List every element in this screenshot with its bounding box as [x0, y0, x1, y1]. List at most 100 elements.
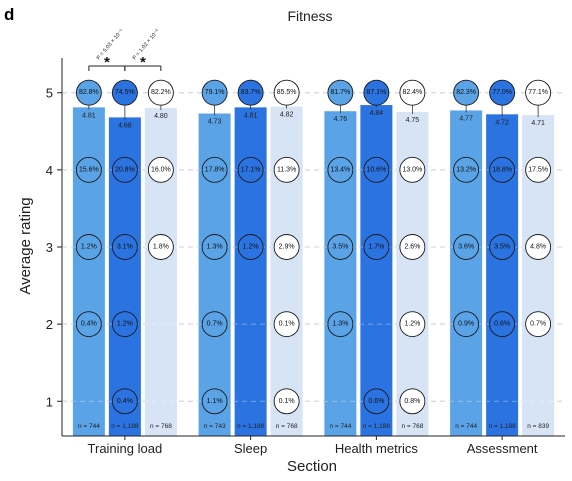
rating-circle: [489, 234, 516, 260]
mean-label: 4.76: [334, 116, 348, 123]
rating-pct-label: 82.3%: [456, 89, 476, 96]
mean-label: 4.72: [495, 119, 509, 126]
rating-pct-label: 3.1%: [117, 244, 133, 251]
rating-pct-label: 0.8%: [404, 398, 420, 405]
rating-circle: [327, 156, 354, 183]
mean-label: 4.81: [82, 112, 96, 119]
rating-circle: [111, 79, 138, 106]
rating-circle: [327, 311, 354, 338]
n-label: n = 768: [276, 423, 298, 430]
rating-circle: [75, 79, 102, 106]
rating-circle: [273, 311, 300, 338]
rating-circle: [75, 234, 102, 260]
rating-pct-label: 0.7%: [530, 321, 546, 328]
rating-pct-label: 1.1%: [207, 398, 223, 405]
rating-pct-label: 1.2%: [404, 321, 420, 328]
rating-circle: [453, 156, 480, 183]
mean-label: 4.81: [244, 112, 258, 119]
rating-circle: [525, 156, 552, 183]
rating-circle: [111, 234, 138, 260]
rating-pct-label: 0.4%: [81, 321, 97, 328]
rating-circle: [111, 388, 138, 415]
rating-circle: [489, 311, 516, 338]
rating-circle: [363, 156, 390, 183]
rating-pct-label: 1.8%: [153, 244, 169, 251]
rating-circle: [273, 156, 300, 183]
rating-circle: [111, 311, 138, 338]
rating-circle: [273, 388, 300, 415]
rating-pct-label: 18.8%: [492, 166, 512, 173]
rating-pct-label: 20.8%: [115, 166, 135, 173]
n-label: n = 1,188: [237, 423, 265, 430]
y-tick-label: 4: [46, 163, 53, 178]
rating-pct-label: 0.1%: [279, 398, 295, 405]
n-label: n = 744: [78, 423, 100, 430]
rating-circle: [147, 79, 174, 106]
rating-pct-label: 1.3%: [332, 321, 348, 328]
rating-circle: [147, 156, 174, 183]
y-tick-label: 3: [46, 240, 53, 255]
rating-circle: [453, 79, 480, 106]
rating-circle: [453, 311, 480, 338]
rating-pct-label: 4.8%: [530, 244, 546, 251]
y-tick-label: 2: [46, 317, 53, 332]
rating-circle: [201, 156, 228, 183]
rating-circle: [399, 234, 426, 260]
rating-circle: [237, 234, 264, 260]
mean-label: 4.80: [154, 113, 168, 120]
rating-circle: [363, 234, 390, 260]
p-value-label: P = 1.02 × 10⁻²: [132, 28, 161, 61]
rating-pct-label: 3.5%: [332, 244, 348, 251]
plot-area: 1 2 3 4 5 4.81 0.4% 1.2% 15.6% 82.8% n = 744 4.68 0.…: [46, 28, 565, 456]
rating-circle: [363, 388, 390, 415]
bar: [72, 107, 105, 436]
n-label: n = 744: [329, 423, 351, 430]
rating-pct-label: 1.3%: [207, 244, 223, 251]
rating-circle: [111, 156, 138, 183]
rating-circle: [237, 79, 264, 106]
rating-pct-label: 82.2%: [151, 89, 171, 96]
n-label: n = 1,188: [111, 423, 139, 430]
rating-pct-label: 83.7%: [241, 89, 261, 96]
rating-pct-label: 13.0%: [402, 166, 422, 173]
mean-label: 4.73: [208, 119, 222, 126]
rating-pct-label: 1.7%: [368, 244, 384, 251]
rating-pct-label: 16.0%: [151, 166, 171, 173]
mean-label: 4.68: [118, 122, 132, 129]
rating-pct-label: 3.5%: [494, 244, 510, 251]
rating-pct-label: 81.7%: [330, 89, 350, 96]
rating-pct-label: 11.3%: [277, 166, 296, 173]
rating-pct-label: 13.2%: [456, 166, 476, 173]
n-label: n = 768: [401, 423, 423, 430]
rating-pct-label: 0.6%: [368, 398, 384, 405]
rating-pct-label: 1.2%: [117, 321, 133, 328]
n-label: n = 744: [455, 423, 477, 430]
rating-pct-label: 0.6%: [494, 321, 510, 328]
rating-circle: [525, 311, 552, 338]
rating-pct-label: 0.4%: [117, 398, 133, 405]
panel-letter: d: [4, 5, 14, 24]
x-tick-label: Sleep: [234, 441, 267, 456]
bar: [270, 106, 303, 436]
rating-circle: [399, 388, 426, 415]
rating-circle: [201, 311, 228, 338]
rating-pct-label: 82.8%: [79, 89, 99, 96]
rating-pct-label: 85.5%: [277, 89, 297, 96]
rating-circle: [489, 156, 516, 183]
x-tick-label: Assessment: [467, 441, 538, 456]
bar: [234, 107, 267, 436]
n-label: n = 743: [204, 423, 226, 430]
rating-circle: [237, 156, 264, 183]
y-axis-title: Average rating: [17, 197, 34, 294]
rating-circle: [201, 79, 228, 106]
significance-star: *: [140, 54, 146, 71]
rating-pct-label: 10.6%: [366, 166, 386, 173]
rating-pct-label: 87.1%: [366, 89, 386, 96]
rating-circle: [75, 311, 102, 338]
rating-circle: [147, 234, 174, 260]
x-tick-label: Health metrics: [335, 441, 419, 456]
x-tick-label: Training load: [88, 441, 163, 456]
bar: [360, 105, 393, 437]
rating-pct-label: 17.8%: [205, 166, 225, 173]
rating-circle: [489, 79, 516, 106]
